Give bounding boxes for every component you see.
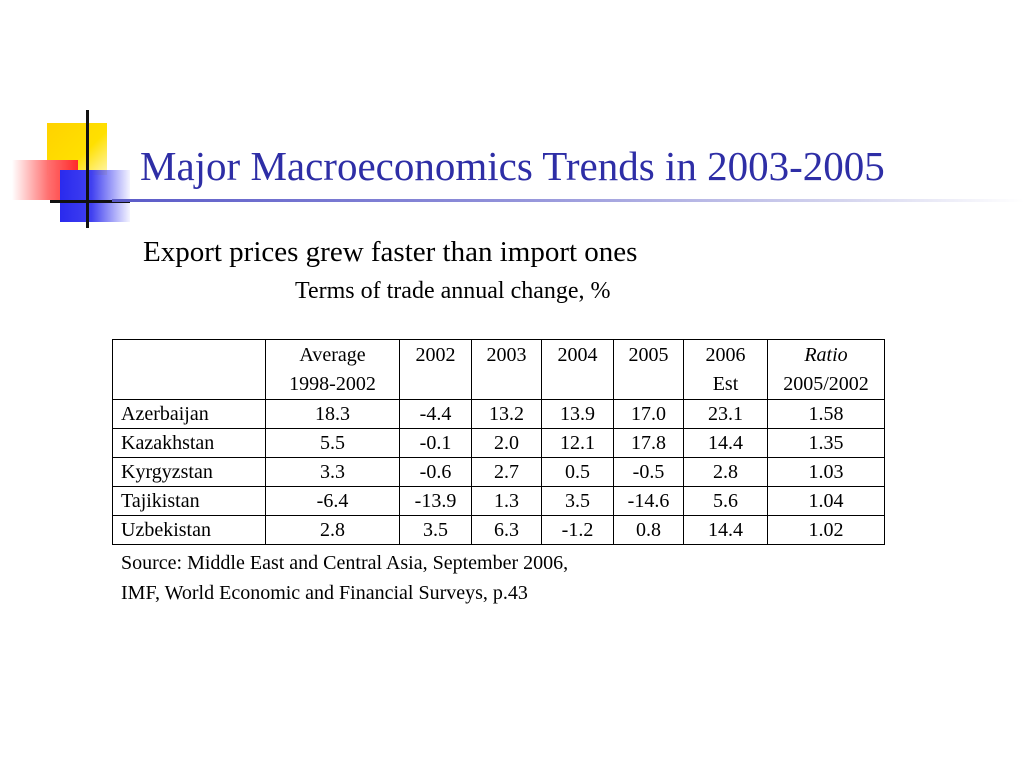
cell-2005: 17.0 [613, 399, 684, 429]
header-2005: 2005 [613, 339, 684, 400]
cell-ratio: 1.03 [767, 457, 885, 487]
cell-2002: -0.6 [399, 457, 472, 487]
header-country [112, 339, 266, 400]
cell-average: 18.3 [265, 399, 400, 429]
header-ratio-line2: 2005/2002 [783, 373, 869, 395]
cell-2006: 5.6 [683, 486, 768, 516]
cell-2003: 2.0 [471, 428, 542, 458]
cell-average: 2.8 [265, 515, 400, 545]
slide-title: Major Macroeconomics Trends in 2003-2005 [140, 143, 885, 189]
title-underline [112, 199, 1024, 202]
horizontal-line-shape [50, 200, 130, 203]
cell-2002: -4.4 [399, 399, 472, 429]
cell-2004: 13.9 [541, 399, 614, 429]
slide-subtitle: Export prices grew faster than import on… [143, 236, 638, 268]
cell-2005: 17.8 [613, 428, 684, 458]
table-row: Azerbaijan 18.3 -4.4 13.2 13.9 17.0 23.1… [112, 399, 885, 429]
cell-2006: 2.8 [683, 457, 768, 487]
cell-2005: 0.8 [613, 515, 684, 545]
cell-2002: -13.9 [399, 486, 472, 516]
table-row: Tajikistan -6.4 -13.9 1.3 3.5 -14.6 5.6 … [112, 486, 885, 516]
cell-average: 3.3 [265, 457, 400, 487]
header-ratio: Ratio 2005/2002 [767, 339, 885, 400]
cell-2003: 2.7 [471, 457, 542, 487]
cell-2005: -14.6 [613, 486, 684, 516]
cell-2004: 3.5 [541, 486, 614, 516]
cell-2003: 1.3 [471, 486, 542, 516]
blue-square-shape [60, 170, 130, 222]
header-2006-line2: Est [712, 373, 739, 395]
terms-of-trade-table: Average 1998-2002 2002 2003 2004 2005 20… [112, 339, 885, 545]
source-line-2: IMF, World Economic and Financial Survey… [121, 582, 528, 604]
cell-2003: 13.2 [471, 399, 542, 429]
header-average-line2: 1998-2002 [289, 373, 376, 395]
header-2003: 2003 [471, 339, 542, 400]
header-2006-line1: 2006 [705, 344, 746, 366]
cell-2002: -0.1 [399, 428, 472, 458]
table-row: Kyrgyzstan 3.3 -0.6 2.7 0.5 -0.5 2.8 1.0… [112, 457, 885, 487]
header-ratio-line1: Ratio [804, 344, 848, 366]
header-2002: 2002 [399, 339, 472, 400]
source-note: Source: Middle East and Central Asia, Se… [121, 548, 568, 608]
table-row: Kazakhstan 5.5 -0.1 2.0 12.1 17.8 14.4 1… [112, 428, 885, 458]
header-average-line1: Average [299, 344, 366, 366]
cell-2005: -0.5 [613, 457, 684, 487]
table-row: Uzbekistan 2.8 3.5 6.3 -1.2 0.8 14.4 1.0… [112, 515, 885, 545]
header-2004: 2004 [541, 339, 614, 400]
cell-country: Azerbaijan [112, 399, 266, 429]
cell-average: 5.5 [265, 428, 400, 458]
cell-2006: 23.1 [683, 399, 768, 429]
cell-country: Uzbekistan [112, 515, 266, 545]
decorative-logo-squares [0, 0, 140, 240]
cell-ratio: 1.02 [767, 515, 885, 545]
cell-2003: 6.3 [471, 515, 542, 545]
cell-ratio: 1.35 [767, 428, 885, 458]
cell-2006: 14.4 [683, 515, 768, 545]
cell-ratio: 1.58 [767, 399, 885, 429]
header-average: Average 1998-2002 [265, 339, 400, 400]
vertical-line-shape [86, 110, 89, 228]
table-header-row: Average 1998-2002 2002 2003 2004 2005 20… [112, 339, 885, 400]
cell-country: Kazakhstan [112, 428, 266, 458]
table-caption: Terms of trade annual change, % [295, 278, 611, 304]
cell-2004: 0.5 [541, 457, 614, 487]
cell-2004: 12.1 [541, 428, 614, 458]
cell-ratio: 1.04 [767, 486, 885, 516]
source-line-1: Source: Middle East and Central Asia, Se… [121, 552, 569, 574]
cell-2006: 14.4 [683, 428, 768, 458]
cell-average: -6.4 [265, 486, 400, 516]
cell-2004: -1.2 [541, 515, 614, 545]
cell-country: Kyrgyzstan [112, 457, 266, 487]
header-2006-est: 2006 Est [683, 339, 768, 400]
cell-country: Tajikistan [112, 486, 266, 516]
cell-2002: 3.5 [399, 515, 472, 545]
